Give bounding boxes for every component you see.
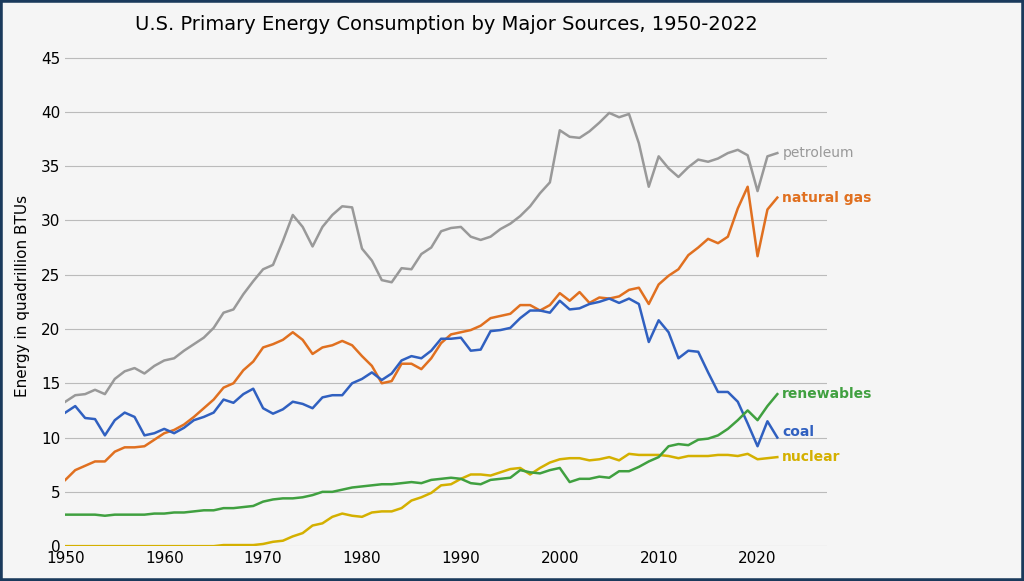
Text: petroleum: petroleum: [782, 146, 854, 160]
Title: U.S. Primary Energy Consumption by Major Sources, 1950-2022: U.S. Primary Energy Consumption by Major…: [135, 15, 758, 34]
Text: nuclear: nuclear: [782, 450, 841, 464]
Text: coal: coal: [782, 425, 814, 439]
Text: natural gas: natural gas: [782, 191, 871, 205]
Text: renewables: renewables: [782, 387, 872, 401]
Y-axis label: Energy in quadrillion BTUs: Energy in quadrillion BTUs: [15, 195, 30, 397]
